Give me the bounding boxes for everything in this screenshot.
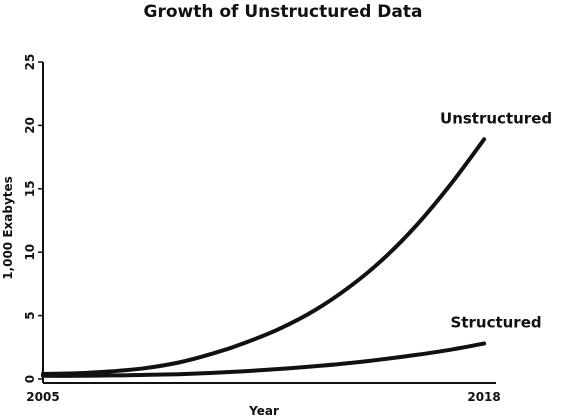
series-lines — [41, 137, 487, 378]
y-tick-label: 25 — [23, 54, 37, 71]
x-tick-label: 2005 — [26, 390, 59, 404]
y-tick-label: 15 — [23, 180, 37, 197]
tick-labels: 0 5 10 15 20 25 2005 2018 — [23, 54, 501, 404]
axes — [42, 62, 496, 384]
y-tick-label: 10 — [23, 244, 37, 261]
series-label-structured: Structured — [451, 313, 542, 331]
y-tick-label: 20 — [23, 117, 37, 134]
series-labels: Unstructured Structured — [440, 109, 552, 331]
series-line-unstructured — [41, 137, 487, 376]
y-tick-label: 5 — [23, 311, 37, 319]
series-line-structured — [41, 341, 487, 378]
x-tick-label: 2018 — [467, 390, 500, 404]
x-axis-label: Year — [248, 404, 279, 418]
chart-title: Growth of Unstructured Data — [144, 2, 423, 22]
series-label-unstructured: Unstructured — [440, 109, 552, 127]
y-tick-label: 0 — [23, 375, 37, 383]
y-axis-label: 1,000 Exabytes — [1, 176, 15, 280]
